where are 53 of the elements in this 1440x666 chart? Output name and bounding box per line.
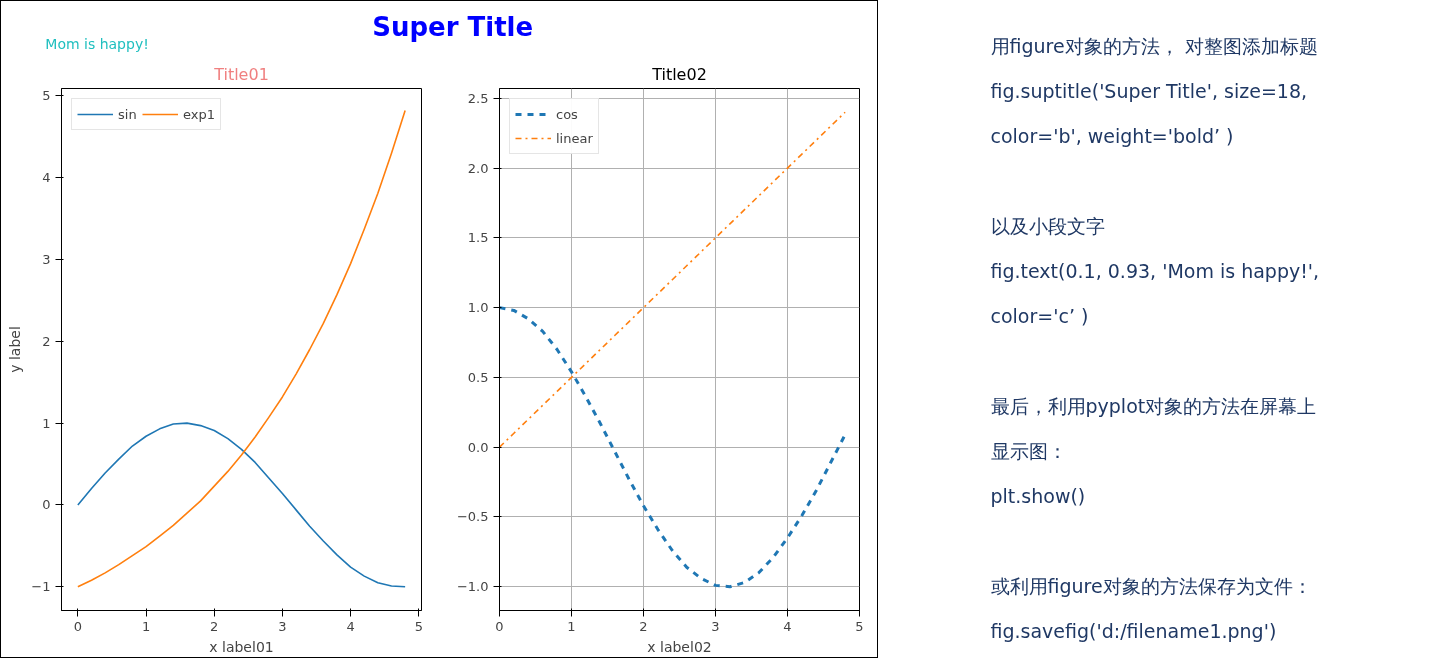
x-tick-label: 3: [711, 618, 720, 634]
legend-label: exp1: [183, 106, 215, 122]
text: 或利用figure对象的方法保存为文件：: [990, 574, 1312, 597]
text: plt.show(): [990, 484, 1086, 507]
y-tick-label: 3: [42, 252, 51, 267]
y-tick-label: 5: [42, 88, 51, 104]
line-series: [499, 306, 847, 589]
text: Super Title: [372, 11, 534, 42]
text: color='b', weight='bold’ ): [990, 124, 1234, 147]
x-tick-label: 1: [567, 618, 576, 634]
y-tick-label: −0.5: [456, 509, 489, 525]
y-tick-label: 1: [42, 415, 51, 431]
y-tick-label: −1: [31, 579, 51, 595]
x-tick-label: 5: [855, 618, 864, 634]
line-series: [499, 111, 846, 448]
text: Mom is happy!: [45, 35, 149, 52]
line-series: [77, 109, 406, 588]
legend-label: sin: [118, 106, 138, 122]
text: fig.suptitle('Super Title', size=18,: [990, 79, 1308, 102]
line-series: [77, 422, 406, 588]
y-tick-label: 0: [42, 497, 51, 513]
y-tick-label: −1.0: [456, 579, 489, 595]
y-tick-label: 2.0: [467, 160, 489, 176]
chart-title: Title02: [651, 64, 707, 84]
x-axis-title: x label01: [209, 638, 274, 655]
x-tick-label: 5: [414, 618, 423, 634]
text: fig.text(0.1, 0.93, 'Mom is happy!',: [990, 259, 1320, 282]
x-tick-label: 4: [346, 618, 355, 634]
text: fig.savefig('d:/filename1.png'): [990, 619, 1277, 642]
legend-label: linear: [556, 130, 593, 146]
text: 以及小段文字: [990, 214, 1105, 237]
text: 最后，利用pyplot对象的方法在屏幕上: [990, 394, 1317, 417]
y-tick-label: 2.5: [467, 90, 489, 106]
x-tick-label: 1: [141, 618, 151, 634]
chart-title: Title01: [213, 64, 269, 84]
text: color='c’ ): [990, 304, 1089, 327]
x-tick-label: 0: [73, 618, 83, 634]
y-tick-label: 0.5: [467, 369, 489, 385]
x-tick-label: 0: [495, 618, 504, 634]
y-tick-label: 4: [42, 170, 51, 186]
text: 用figure对象的方法， 对整图添加标题: [990, 34, 1318, 57]
y-tick-label: 1.5: [467, 230, 489, 246]
y-tick-label: 0.0: [467, 439, 489, 455]
x-tick-label: 2: [639, 618, 648, 634]
y-axis-title: y label: [7, 326, 24, 373]
x-tick-label: 2: [210, 618, 219, 634]
x-tick-label: 4: [783, 618, 792, 634]
y-tick-label: 1.0: [467, 300, 489, 316]
x-axis-title: x label02: [647, 638, 712, 655]
x-tick-label: 3: [278, 618, 287, 634]
legend-label: cos: [556, 106, 578, 122]
text: 显示图：: [990, 439, 1067, 462]
y-tick-label: 2: [42, 333, 51, 349]
